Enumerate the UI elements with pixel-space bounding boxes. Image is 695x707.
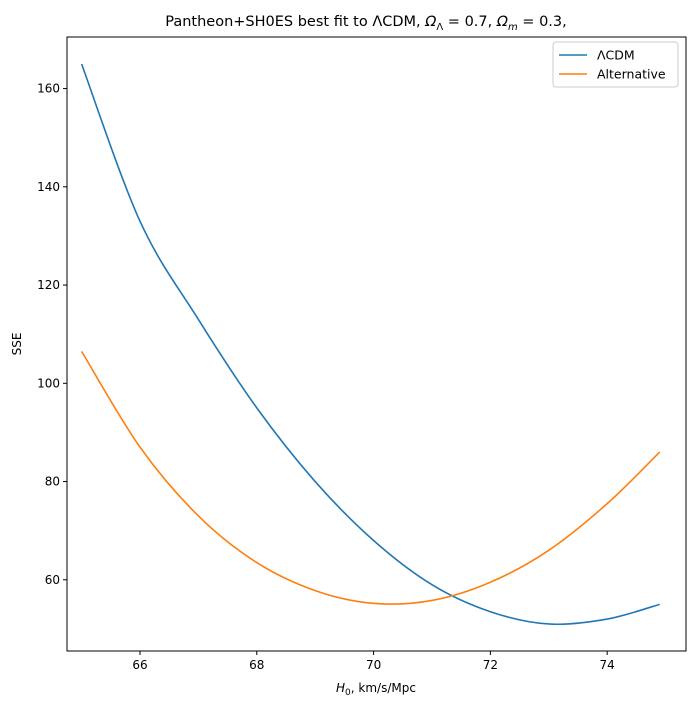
title-lcdm-symbol: Λ xyxy=(372,14,382,30)
x-label-sub: 0 xyxy=(345,688,351,698)
series-layer xyxy=(80,63,661,626)
plot-frame xyxy=(66,36,687,652)
legend-label-lcdm: ΛCDM xyxy=(597,48,635,63)
legend: ΛCDM Alternative xyxy=(552,41,679,88)
series-line-lcdm xyxy=(80,63,660,626)
y-tick-label: 120 xyxy=(37,278,60,292)
title-sub-m: m xyxy=(508,22,518,33)
title-omega-2: Ω xyxy=(496,14,508,30)
chart-title: Pantheon+SH0ES best fit to ΛCDM, ΩΛ = 0.… xyxy=(165,14,567,33)
x-tick-label: 74 xyxy=(600,658,615,672)
y-tick-label: 140 xyxy=(37,180,60,194)
y-tick-label: 160 xyxy=(37,82,60,96)
y-tick-label: 100 xyxy=(37,376,60,390)
x-tick-label: 72 xyxy=(483,658,498,672)
y-tick-label: 60 xyxy=(45,573,60,587)
y-axis-label: SSE xyxy=(10,333,24,356)
title-eq1: = 0.7, xyxy=(443,14,497,30)
title-lcdm-text: CDM, xyxy=(382,14,425,30)
x-tick-label: 68 xyxy=(249,658,264,672)
x-label-rest: , km/s/Mpc xyxy=(351,681,416,695)
series-line-alternative xyxy=(80,350,661,605)
x-tick-label: 70 xyxy=(366,658,381,672)
x-tick-label: 66 xyxy=(132,658,147,672)
y-axis-ticks: 60 80 100 120 140 160 xyxy=(37,82,67,587)
legend-label-alternative: Alternative xyxy=(597,67,666,82)
title-sub-lambda: Λ xyxy=(436,22,443,33)
x-axis-label: H0, km/s/Mpc xyxy=(336,681,416,698)
title-prefix: Pantheon+SH0ES best fit to xyxy=(165,14,372,30)
y-tick-label: 80 xyxy=(45,475,60,489)
title-eq2: = 0.3, xyxy=(518,14,567,30)
x-axis-ticks: 66 68 70 72 74 xyxy=(132,651,615,672)
plot-area xyxy=(66,36,687,652)
x-label-symbol: H xyxy=(336,681,345,695)
title-omega-1: Ω xyxy=(424,14,436,30)
legend-box xyxy=(552,41,679,88)
